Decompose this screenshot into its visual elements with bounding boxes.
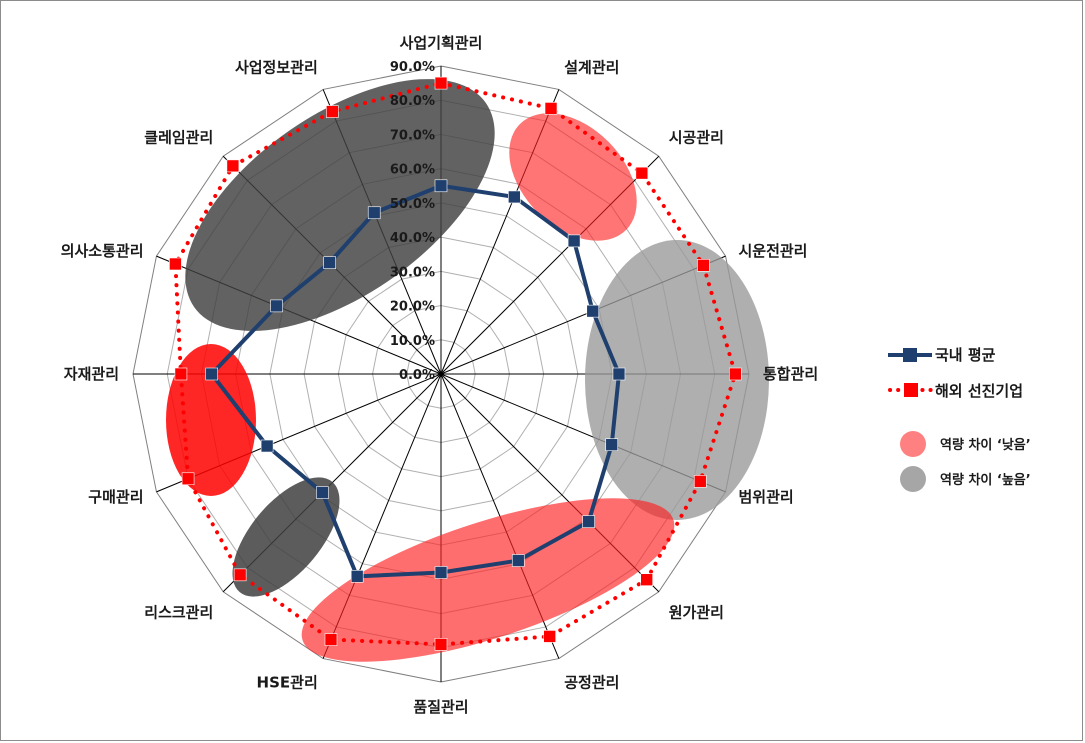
series-0-point-9 [350,570,364,583]
category-label-6: 원가관리 [669,604,724,622]
category-label-2: 시공관리 [669,128,724,146]
category-label-8: 품질관리 [413,698,468,716]
tick-label-0: 0.0% [399,368,435,383]
tick-labels: 0.0% 10.0% 20.0% 30.0% 40.0% 50.0% 60.0% 70.0% 8… [390,60,435,383]
series-0-point-0 [434,179,448,193]
series-1-point-9 [324,633,338,646]
series-1-point-11 [181,472,195,486]
tick-label-5: 50.0% [390,197,435,212]
category-label-7: 공정관리 [564,673,619,691]
legend-label-overseas: 해외 선진기업 [935,382,1023,400]
series-1-point-6 [640,573,653,586]
series-1-point-0 [434,76,448,90]
series-0-point-11 [260,439,274,453]
highlight-low-gap-top-right [509,113,637,241]
tick-label-2: 20.0% [390,300,435,315]
series-0-point-1 [508,190,521,204]
tick-label-7: 70.0% [390,128,435,143]
series-1-point-15 [326,105,339,118]
category-label-4: 통합관리 [763,365,818,383]
series-0-point-10 [316,486,329,499]
series-1-point-5 [693,475,707,488]
series-1-point-8 [434,638,448,651]
series-1-point-7 [543,630,556,643]
category-label-3: 시운전관리 [738,242,807,260]
series-1-point-10 [233,568,247,582]
category-label-15: 사업정보관리 [235,59,318,77]
series-0 [205,179,626,583]
legend-label-domestic: 국내 평균 [935,346,996,364]
series-0-point-4 [612,367,626,381]
series-layer [169,76,742,651]
series-0-point-7 [511,554,525,567]
series-0-point-13 [270,299,283,313]
legend: 국내 평균 해외 선진기업 역량 차이 ‘낮음’ 역량 차이 ‘높음’ [888,346,1031,492]
category-label-9: HSE관리 [257,673,318,691]
highlight-ellipses [166,79,769,662]
category-label-1: 설계관리 [564,59,619,77]
legend-item-high-gap: 역량 차이 ‘높음’ [900,466,1031,492]
series-1-point-13 [169,257,182,271]
series-0-point-14 [323,256,336,269]
series-0-point-6 [582,515,595,528]
highlight-low-gap-bottom [301,498,675,662]
tick-label-3: 30.0% [390,265,435,280]
series-0-point-3 [586,304,600,318]
series-1-point-1 [544,102,558,115]
series-0-point-8 [434,566,448,579]
highlight-high-gap-bottom-left [232,477,340,597]
series-0-point-12 [205,367,219,381]
highlight-high-gap-right [585,240,769,520]
category-label-5: 범위관리 [738,488,793,506]
series-1-point-14 [226,159,240,173]
series-line-1 [173,81,738,647]
tick-label-4: 40.0% [390,231,435,246]
category-label-0: 사업기획관리 [400,34,483,52]
tick-label-9: 90.0% [390,60,435,75]
series-1-point-2 [635,166,649,180]
category-label-13: 의사소통관리 [61,242,144,260]
tick-label-1: 10.0% [390,334,435,349]
series-0-point-2 [567,234,581,248]
legend-label-low-gap: 역량 차이 ‘낮음’ [940,437,1031,453]
tick-label-6: 60.0% [390,163,435,178]
legend-item-domestic: 국내 평균 [888,346,996,364]
tick-label-8: 80.0% [390,94,435,109]
series-1 [169,76,742,651]
series-1-point-4 [729,367,742,381]
category-label-14: 클레임관리 [144,128,213,146]
legend-item-overseas: 해외 선진기업 [888,382,1023,400]
legend-item-low-gap: 역량 차이 ‘낮음’ [900,431,1031,457]
highlight-high-gap-top-left [185,79,495,331]
category-label-12: 자재관리 [64,365,119,383]
series-1-point-12 [174,367,188,381]
series-0-point-5 [605,438,619,452]
series-0-point-15 [367,206,381,220]
category-label-10: 리스크관리 [144,604,213,622]
series-1-point-3 [697,259,710,272]
category-label-11: 구매관리 [88,488,143,506]
legend-label-high-gap: 역량 차이 ‘높음’ [940,472,1031,488]
